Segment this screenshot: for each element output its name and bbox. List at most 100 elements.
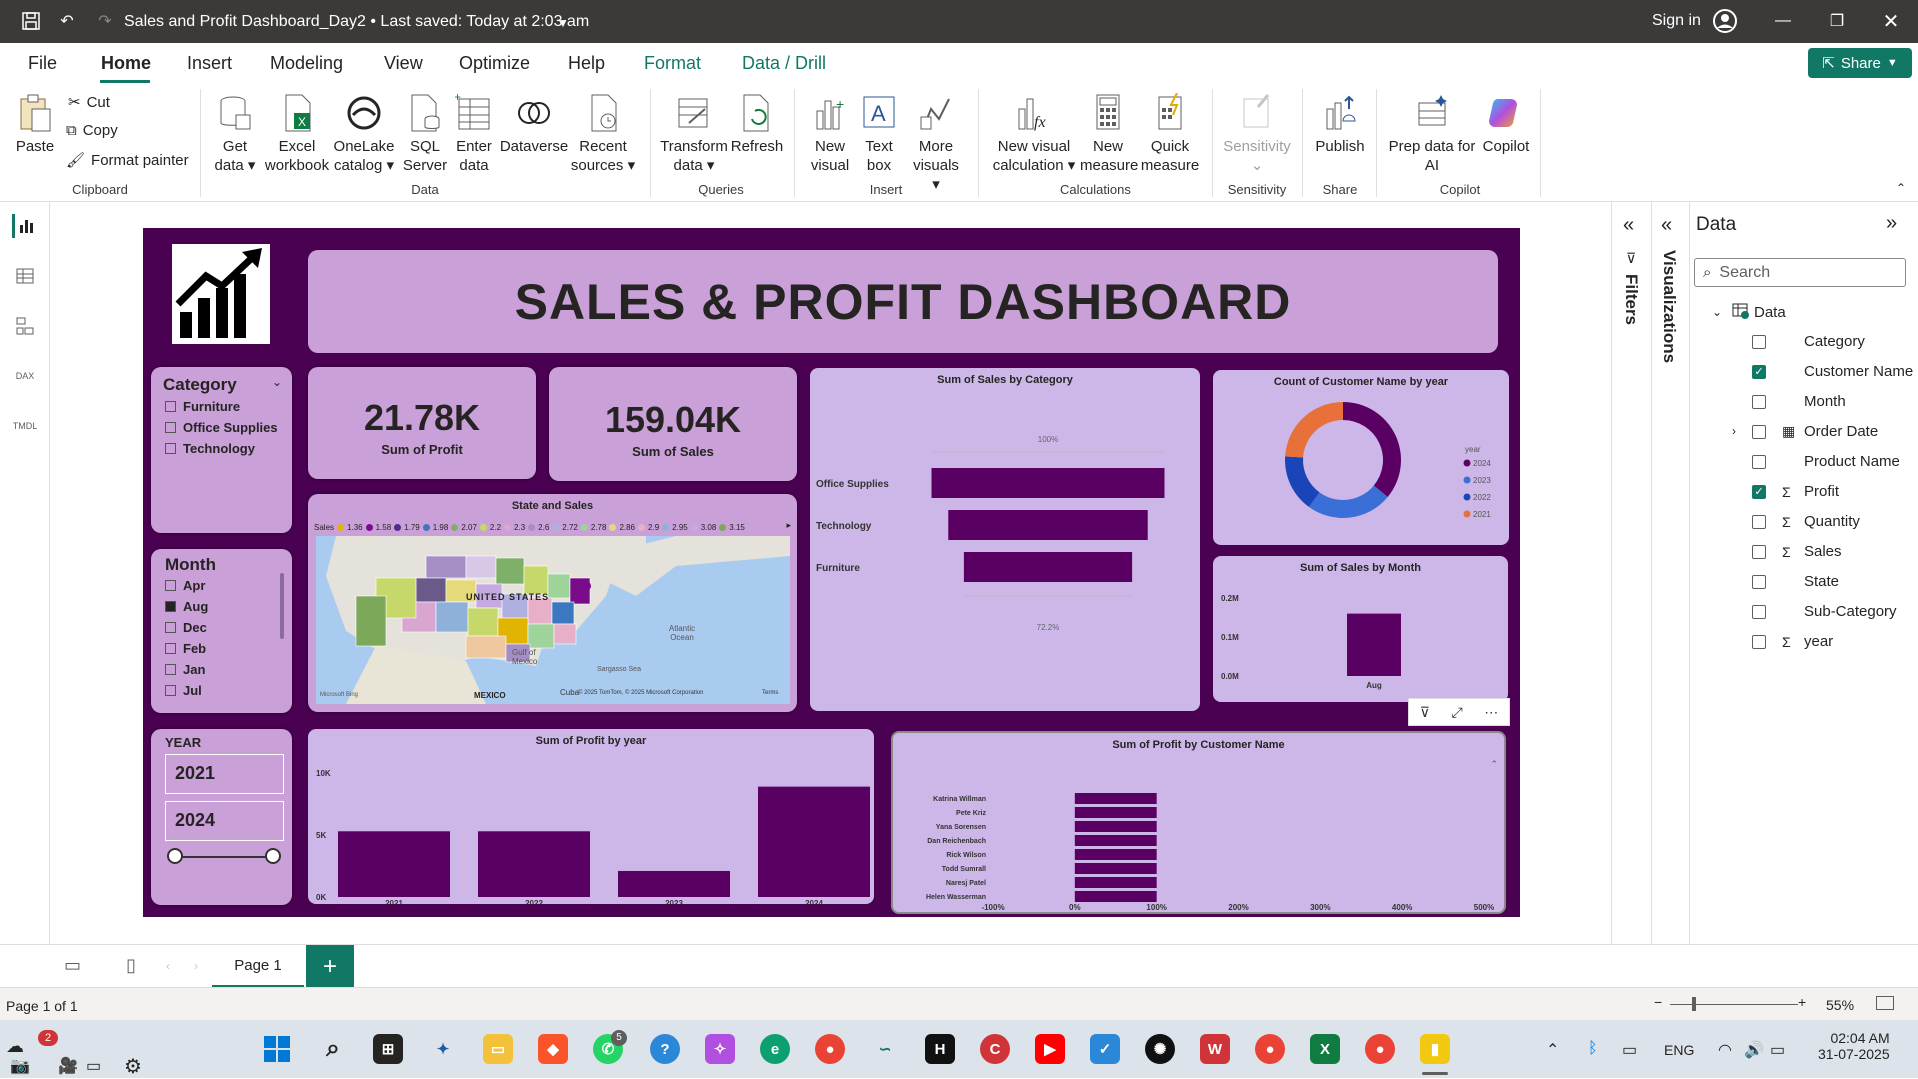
app-red-icon[interactable]: C xyxy=(980,1034,1010,1064)
language-indicator[interactable]: ENG xyxy=(1664,1042,1695,1058)
field-checkbox[interactable] xyxy=(1752,544,1766,559)
copilot-button[interactable]: Copilot xyxy=(1478,93,1534,156)
cut-button[interactable]: ✂ Cut xyxy=(68,93,110,112)
wifi-icon[interactable]: ◠ xyxy=(1718,1042,1732,1059)
file-explorer-icon[interactable]: ▭ xyxy=(483,1034,513,1064)
chrome-alt-icon[interactable]: ● xyxy=(1365,1034,1395,1064)
data-search-input[interactable]: ⌕ Search xyxy=(1694,258,1906,287)
map-terms-link[interactable]: Terms xyxy=(762,690,779,696)
brave-browser-icon[interactable]: ◆ xyxy=(538,1034,568,1064)
field-checkbox[interactable] xyxy=(1752,454,1766,469)
month-slicer[interactable]: Month Apr Aug Dec Feb Jan Jul xyxy=(151,549,292,713)
field-item[interactable]: ✓ Σ Profit xyxy=(1752,483,1839,500)
onelake-catalog-button[interactable]: OneLake catalog ▾ xyxy=(332,93,396,175)
menu-view[interactable]: View xyxy=(384,53,423,73)
app-wave-icon[interactable]: ∽ xyxy=(878,1041,892,1058)
refresh-button[interactable]: Refresh xyxy=(730,93,784,156)
state-sales-map[interactable]: State and Sales Sales 1.36 1.58 1.79 1.98 2.… xyxy=(308,494,797,712)
save-icon[interactable] xyxy=(20,10,42,32)
new-visual-calculation-button[interactable]: fx New visual calculation ▾ xyxy=(988,93,1080,175)
focus-mode-icon[interactable]: ⤢ xyxy=(1451,703,1463,720)
search-icon[interactable]: ⌕ xyxy=(326,1035,340,1062)
menu-help[interactable]: Help xyxy=(568,53,606,73)
year-slicer[interactable]: YEAR 2021 2024 xyxy=(151,729,292,905)
table-view-icon[interactable] xyxy=(12,264,38,288)
quick-measure-button[interactable]: Quick measure xyxy=(1138,93,1202,175)
field-item[interactable]: Month xyxy=(1752,393,1846,410)
enter-data-button[interactable]: + Enter data xyxy=(450,93,498,175)
volume-icon[interactable]: 🔊 xyxy=(1744,1042,1764,1059)
dataverse-button[interactable]: Dataverse xyxy=(498,93,570,156)
field-item[interactable]: Category xyxy=(1752,333,1865,350)
recent-sources-button[interactable]: Recent sources ▾ xyxy=(570,93,636,175)
profit-by-customer-chart[interactable]: Sum of Profit by Customer Name Katrina W… xyxy=(891,731,1506,914)
add-page-button[interactable]: + xyxy=(306,945,354,988)
menu-insert[interactable]: Insert xyxy=(187,53,233,73)
field-checkbox[interactable] xyxy=(1752,424,1766,439)
folder-icon[interactable]: ▭ xyxy=(86,1058,102,1075)
menu-modeling[interactable]: Modeling xyxy=(270,53,344,73)
month-option[interactable]: Feb xyxy=(165,641,206,656)
camera-icon[interactable]: 📷 xyxy=(10,1058,30,1075)
account-icon[interactable] xyxy=(1712,8,1738,34)
category-option[interactable]: Technology xyxy=(165,441,255,456)
paste-button[interactable]: Paste xyxy=(12,93,58,156)
sales-by-category-chart[interactable]: Sum of Sales by Category 100% Office Supp… xyxy=(810,368,1200,711)
copy-button[interactable]: ⧉ Copy xyxy=(66,122,118,139)
battery-icon[interactable]: ▭ xyxy=(1770,1042,1786,1059)
month-option-selected[interactable]: Aug xyxy=(165,599,208,614)
prep-data-ai-button[interactable]: Prep data for AI xyxy=(1386,93,1478,175)
page-tab-page-1[interactable]: Page 1 xyxy=(212,945,304,988)
category-option[interactable]: Furniture xyxy=(165,399,240,414)
bluetooth-icon[interactable]: ᛒ xyxy=(1588,1040,1598,1057)
chevron-down-icon[interactable]: ⌄ xyxy=(1712,305,1723,319)
data-table-name[interactable]: Data xyxy=(1754,304,1786,321)
more-options-icon[interactable]: ⋯ xyxy=(1484,703,1499,720)
show-hidden-icons[interactable]: ⌃ xyxy=(1546,1042,1560,1059)
power-bi-taskbar-icon[interactable]: ▮ xyxy=(1420,1034,1450,1064)
edge-browser-icon[interactable]: e xyxy=(760,1034,790,1064)
zoom-slider-track[interactable] xyxy=(1670,1004,1798,1005)
video-icon[interactable]: 🎥 xyxy=(58,1058,78,1075)
customer-count-donut-chart[interactable]: Count of Customer Name by year year 2024 2… xyxy=(1213,370,1509,545)
new-measure-button[interactable]: New measure xyxy=(1080,93,1138,175)
prev-page-icon[interactable]: ‹ xyxy=(166,959,170,973)
filters-pane-collapsed[interactable]: « ⊽ Filters xyxy=(1611,202,1651,982)
weather-widget-icon[interactable]: ☁ xyxy=(6,1036,24,1056)
dax-query-view-icon[interactable]: DAX xyxy=(15,371,35,381)
month-option[interactable]: Apr xyxy=(165,578,205,593)
profit-kpi-card[interactable]: 21.78K Sum of Profit xyxy=(308,367,536,479)
get-data-button[interactable]: Get data ▾ xyxy=(210,93,260,175)
help-icon[interactable]: ? xyxy=(650,1034,680,1064)
menu-file[interactable]: File xyxy=(28,53,58,73)
month-option[interactable]: Dec xyxy=(165,620,207,635)
year-from-input[interactable]: 2021 xyxy=(165,754,284,794)
copilot-taskbar-icon[interactable]: ✧ xyxy=(705,1034,735,1064)
category-option[interactable]: Office Supplies xyxy=(165,420,278,435)
share-button[interactable]: ⇱ Share ▼ xyxy=(1808,48,1912,78)
text-box-button[interactable]: A Text box xyxy=(858,93,900,175)
scroll-up-icon[interactable]: ⌃ xyxy=(1490,759,1498,769)
expand-field-icon[interactable]: › xyxy=(1732,424,1736,438)
excel-workbook-button[interactable]: X Excel workbook xyxy=(262,93,332,175)
field-item[interactable]: Σ Sales xyxy=(1752,543,1842,560)
scrollbar[interactable] xyxy=(280,573,284,639)
zoom-out-icon[interactable]: − xyxy=(1654,994,1663,1010)
report-view-icon[interactable] xyxy=(12,214,38,238)
publish-button[interactable]: Publish xyxy=(1310,93,1370,156)
tmdl-view-icon[interactable]: TMDL xyxy=(12,421,38,431)
windows-start-icon[interactable] xyxy=(262,1034,292,1064)
field-checkbox[interactable] xyxy=(1752,634,1766,649)
excel-taskbar-icon[interactable]: X xyxy=(1310,1034,1340,1064)
profit-by-year-chart[interactable]: Sum of Profit by year 10K 5K 0K 2021 2022 202… xyxy=(308,729,874,904)
model-view-icon[interactable] xyxy=(12,314,38,338)
field-checkbox[interactable]: ✓ xyxy=(1752,364,1766,379)
collapse-data-pane-icon[interactable]: » xyxy=(1886,212,1898,234)
undo-icon[interactable]: ↶ xyxy=(60,13,74,30)
app-icon-blue[interactable]: ✦ xyxy=(436,1041,450,1058)
menu-data-drill[interactable]: Data / Drill xyxy=(742,53,827,73)
collapse-ribbon-icon[interactable]: ⌃ xyxy=(1896,181,1907,195)
next-page-icon[interactable]: › xyxy=(194,959,198,973)
year-range-start-handle[interactable] xyxy=(167,848,183,864)
expand-filters-icon[interactable]: « xyxy=(1623,214,1635,236)
